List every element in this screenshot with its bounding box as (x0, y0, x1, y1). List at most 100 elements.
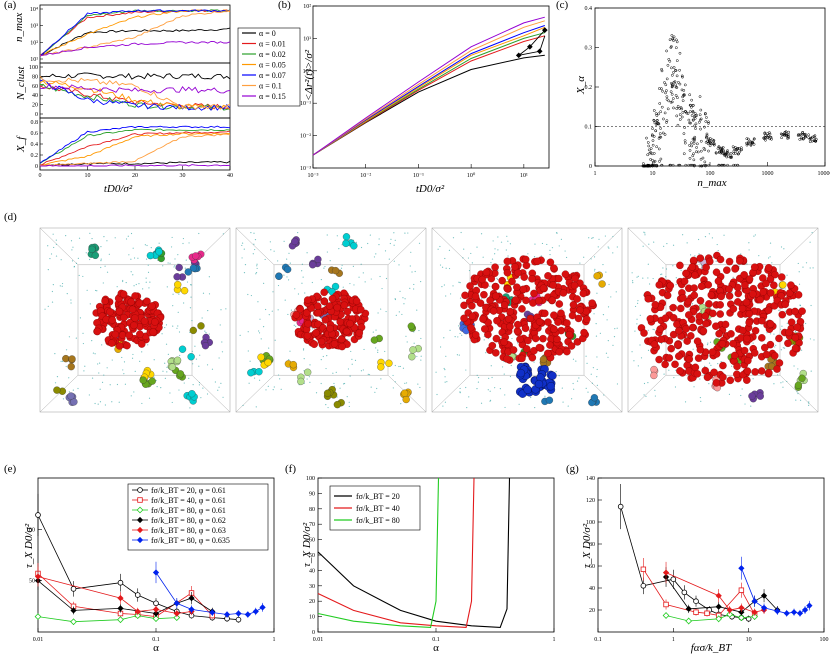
solvent-particle (409, 265, 411, 267)
solvent-particle (775, 344, 777, 346)
solvent-particle (353, 284, 355, 286)
main-cluster-particle (778, 310, 787, 319)
solvent-particle (204, 330, 206, 332)
main-cluster-particle (492, 292, 500, 300)
c-point (682, 93, 686, 96)
small-cluster-particle (155, 248, 163, 256)
solvent-particle (247, 293, 249, 296)
small-cluster-particle (291, 237, 299, 246)
solvent-particle (460, 231, 462, 234)
main-cluster-particle (491, 263, 499, 271)
solvent-particle (351, 363, 353, 365)
solvent-particle (362, 272, 364, 274)
solvent-particle (480, 402, 483, 404)
c-point (705, 132, 709, 136)
solvent-particle (445, 295, 447, 297)
marker-open-square (640, 566, 647, 572)
solvent-particle (52, 233, 54, 235)
solvent-particle (311, 328, 314, 330)
solvent-particle (672, 244, 675, 246)
solvent-particle (134, 370, 136, 373)
solvent-particle (326, 251, 328, 253)
small-cluster-particle (304, 368, 312, 376)
solvent-particle (549, 253, 551, 256)
solvent-particle (483, 339, 485, 341)
pg-ytick-label: 120 (586, 498, 595, 504)
solvent-particle (637, 275, 639, 277)
solvent-particle (208, 276, 210, 278)
main-cluster-particle (337, 335, 346, 344)
solvent-particle (176, 327, 178, 329)
solvent-particle (602, 314, 605, 316)
solvent-particle (44, 308, 46, 310)
solvent-particle (476, 246, 478, 248)
c-point (739, 148, 743, 152)
snapshot-edge (627, 375, 667, 413)
solvent-particle (363, 348, 365, 351)
c-point (722, 149, 725, 152)
c-point (676, 123, 680, 127)
solvent-particle (106, 240, 108, 242)
solvent-particle (461, 334, 463, 336)
small-cluster-particle (593, 272, 601, 280)
solvent-particle (681, 234, 684, 236)
solvent-particle (104, 265, 106, 267)
solvent-particle (439, 346, 442, 348)
main-cluster-particle (702, 263, 710, 272)
main-cluster-particle (93, 327, 102, 336)
solvent-particle (198, 381, 201, 384)
solvent-particle (642, 277, 644, 279)
solvent-particle (420, 355, 422, 357)
main-cluster-particle (696, 296, 705, 305)
c-point (698, 120, 701, 124)
main-cluster-particle (333, 303, 341, 312)
solvent-particle (109, 384, 111, 386)
marker-filled-diamond (760, 604, 768, 611)
c-point (678, 163, 682, 167)
solvent-particle (443, 284, 445, 286)
solvent-particle (139, 360, 141, 362)
solvent-particle (378, 238, 380, 240)
marker-open-circle (640, 582, 647, 589)
solvent-particle (467, 257, 470, 259)
c-ytick-label: 0 (589, 164, 592, 170)
c-point (692, 142, 696, 145)
main-cluster-particle (675, 352, 683, 361)
solvent-particle (604, 235, 606, 237)
solvent-particle (668, 369, 670, 371)
marker-filled-diamond (738, 609, 745, 616)
solvent-particle (709, 341, 712, 343)
solvent-particle (169, 262, 171, 264)
solvent-particle (167, 262, 169, 264)
solvent-particle (201, 317, 203, 319)
solvent-particle (329, 260, 331, 262)
a-ytick-label: 0 (35, 164, 38, 170)
c-point (678, 113, 682, 116)
main-cluster-particle (460, 314, 468, 323)
marker-open-circle (617, 503, 624, 510)
main-cluster-particle (666, 281, 675, 290)
small-cluster-particle (794, 381, 803, 389)
main-cluster-particle (108, 316, 117, 324)
small-cluster-particle (146, 251, 155, 260)
solvent-particle (773, 383, 775, 385)
solvent-particle (306, 252, 308, 254)
solvent-particle (394, 298, 397, 301)
c-point (717, 145, 721, 149)
c-point (665, 98, 669, 101)
c-point (687, 163, 691, 167)
solvent-particle (442, 405, 444, 407)
solvent-particle (647, 263, 649, 265)
c-point (674, 46, 678, 50)
main-cluster-particle (665, 354, 674, 362)
c-point (658, 87, 661, 90)
solvent-particle (555, 232, 558, 234)
main-cluster-particle (553, 335, 561, 344)
marker-filled-diamond (801, 606, 809, 614)
solvent-particle (370, 386, 372, 388)
solvent-particle (326, 234, 328, 236)
solvent-particle (372, 331, 374, 333)
main-cluster-particle (679, 294, 687, 302)
solvent-particle (711, 237, 713, 239)
solvent-particle (342, 383, 345, 385)
